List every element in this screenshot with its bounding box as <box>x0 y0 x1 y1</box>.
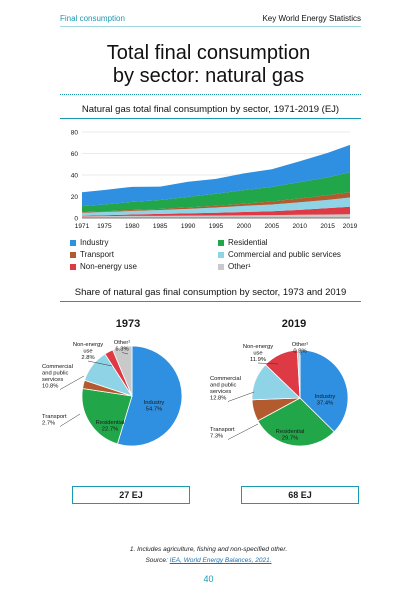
legend-swatch <box>70 251 76 258</box>
source-link[interactable]: IEA, World Energy Balances, 2021. <box>169 557 272 564</box>
pie-leader-line <box>59 413 81 427</box>
area-series-commercial <box>82 197 350 216</box>
pie-label-non-energy: Non-energy use 2.8% <box>73 342 103 361</box>
legend-swatch <box>218 239 224 246</box>
pie-leader-line <box>299 351 303 355</box>
legend-label: Non-energy use <box>80 262 137 271</box>
area-series-residential <box>82 172 350 213</box>
legend-item-other: Other¹ <box>218 262 358 271</box>
legend-swatch <box>218 251 224 258</box>
y-tick-label: 40 <box>71 173 79 180</box>
legend-item-industry: Industry <box>70 238 218 247</box>
y-tick-label: 60 <box>71 151 79 158</box>
pie-section-title: Share of natural gas final consumption b… <box>74 287 347 298</box>
header-divider <box>60 26 361 27</box>
pie-leader-line <box>227 423 259 440</box>
running-header-publication: Key World Energy Statistics <box>262 14 361 23</box>
pie-leader-line <box>227 391 255 402</box>
pie-charts: Industry 54.7% Residential 22.7% Transport 2.… <box>42 340 349 447</box>
legend-swatch <box>70 239 76 246</box>
pie-label-residential: Residential 29.7% <box>276 429 305 442</box>
legend-item-commercial: Commercial and public services <box>218 250 358 259</box>
pie-label-transport: Transport 7.3% <box>210 427 235 440</box>
title-dotted-divider <box>60 94 361 95</box>
pie-leader-line <box>121 352 129 355</box>
legend-item-non-energy: Non-energy use <box>70 262 218 271</box>
area-chart: 0 20 40 60 80 1971 1975 1980 1985 1990 1995 2000 200… <box>71 130 358 231</box>
x-tick-label: 1980 <box>125 223 140 230</box>
area-series-other <box>82 214 350 218</box>
legend-item-residential: Residential <box>218 238 358 247</box>
pie-label-other: Other¹ 6.3% <box>114 340 130 353</box>
legend-label: Commercial and public services <box>228 250 341 259</box>
y-tick-label: 80 <box>71 130 79 137</box>
x-tick-label: 1995 <box>209 223 224 230</box>
pie-slice-residential <box>257 397 335 447</box>
pie-slice-residential <box>81 388 133 445</box>
pie-1973: Industry 54.7% Residential 22.7% Transport 2.… <box>42 340 183 447</box>
pie-slice-industry <box>116 345 183 447</box>
legend-swatch <box>70 263 76 270</box>
pie-1973-year: 1973 <box>115 318 141 330</box>
area-series-transport <box>82 192 350 213</box>
page-title-line-1: Total final consumption <box>106 42 311 64</box>
pie-label-commercial: Commercial and public services 12.8% <box>210 376 241 402</box>
pie-2019-year: 2019 <box>281 318 307 330</box>
x-tick-label: 1985 <box>153 223 168 230</box>
legend-swatch <box>218 263 224 270</box>
legend-item-transport: Transport <box>70 250 218 259</box>
area-chart-title: Natural gas total final consumption by s… <box>81 104 340 115</box>
y-tick-label: 0 <box>74 216 78 223</box>
pie-label-transport: Transport 2.7% <box>42 414 67 427</box>
pie-2019: Industry 37.4% Residential 29.7% Transport 7.… <box>210 342 349 447</box>
legend: Industry Residential Transport Commercial a… <box>70 238 360 271</box>
pie-label-other: Other¹ 0.9% <box>292 342 308 355</box>
x-tick-label: 2000 <box>237 223 252 230</box>
pie-label-industry: Industry 54.7% <box>144 400 165 413</box>
pie-leader-line <box>59 375 85 390</box>
total-2019-box: 68 EJ <box>241 486 359 504</box>
page-title: Total final consumption by sector: natur… <box>0 42 417 88</box>
pie-leader-line <box>257 362 279 365</box>
x-tick-label: 2019 <box>343 223 358 230</box>
source-note: Source: IEA, World Energy Balances, 2021… <box>0 557 417 564</box>
footnote: 1. Includes agriculture, fishing and non… <box>129 546 288 553</box>
legend-label: Other¹ <box>228 262 251 271</box>
legend-label: Residential <box>228 238 268 247</box>
legend-label: Transport <box>80 250 114 259</box>
source-prefix: Source: <box>145 557 170 564</box>
pie-section-title-rule <box>60 301 361 302</box>
page-number: 40 <box>203 574 214 584</box>
pie-slice-industry <box>299 349 349 433</box>
y-tick-label: 20 <box>71 194 79 201</box>
area-chart-title-rule <box>60 118 361 119</box>
pie-label-residential: Residential 22.7% <box>96 420 125 433</box>
total-1973-box: 27 EJ <box>72 486 190 504</box>
x-tick-label: 2015 <box>320 223 335 230</box>
pie-slice-other <box>296 349 301 399</box>
pie-label-commercial: Commercial and public services 10.8% <box>42 364 73 390</box>
pie-label-non-energy: Non-energy use 11.9% <box>243 344 273 363</box>
area-series-non_energy <box>82 206 350 217</box>
running-header-section: Final consumption <box>60 14 125 23</box>
pie-slice-other <box>112 345 133 397</box>
pie-label-industry: Industry 37.4% <box>315 394 336 407</box>
x-tick-label: 1971 <box>75 223 90 230</box>
page-title-line-2: by sector: natural gas <box>112 65 305 87</box>
x-tick-label: 1990 <box>181 223 196 230</box>
x-tick-label: 2005 <box>265 223 280 230</box>
pie-leader-line <box>87 360 113 367</box>
legend-label: Industry <box>80 238 109 247</box>
x-tick-label: 1975 <box>97 223 112 230</box>
x-tick-label: 2010 <box>293 223 308 230</box>
area-series-industry <box>82 144 350 207</box>
